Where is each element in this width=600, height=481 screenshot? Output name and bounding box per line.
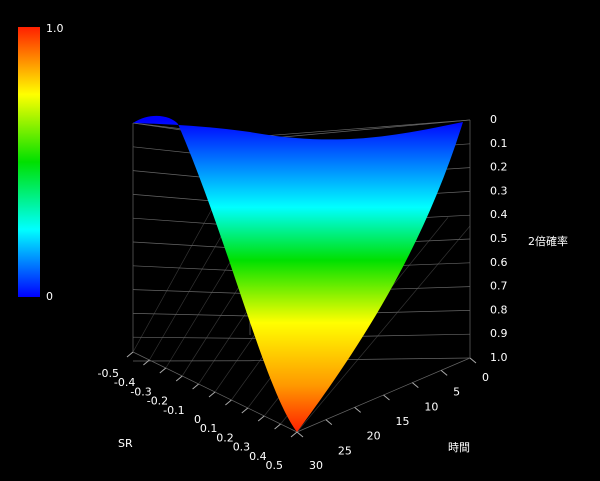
grid-line [249,119,471,138]
grid-line [132,336,251,339]
tick-mark [290,431,298,438]
tick-mark [175,375,183,382]
x-tick-label: 0.2 [216,431,234,444]
z-tick-label: 0.1 [490,137,508,150]
x-tick-label: -0.4 [114,376,135,389]
grid-line [132,289,251,294]
x-axis-label: SR [118,437,133,450]
grid-line [132,313,251,317]
y-tick-label: 5 [453,386,460,399]
tick-mark [192,383,199,390]
z-tick-label: 0.5 [490,232,508,245]
y-tick-label: 0 [482,371,489,384]
z-tick-label: 0.4 [490,208,508,221]
tick-mark [274,423,281,430]
y-tick-label: 30 [309,459,323,472]
tick-mark [257,415,265,422]
colorbar-label: 1.0 [46,22,64,35]
tick-mark [159,367,167,374]
x-tick-label: -0.3 [130,385,151,398]
tick-mark [469,357,477,364]
tick-mark [225,399,232,406]
y-tick-label: 15 [396,415,410,428]
x-tick-label: 0.4 [249,450,267,463]
x-tick-label: -0.1 [163,404,184,417]
tick-mark [383,394,390,401]
y-tick-label: 20 [367,430,381,443]
tick-mark [440,369,448,376]
z-tick-label: 0.7 [490,280,508,293]
x-tick-label: -0.5 [98,367,119,380]
x-tick-label: -0.2 [147,395,168,408]
x-tick-label: 0.5 [266,459,284,472]
y-tick-label: 10 [424,400,438,413]
x-tick-label: 0.1 [200,422,218,435]
z-tick-label: 0.9 [490,327,508,340]
z-tick-label: 0.8 [490,303,508,316]
y-axis-label: 時間 [448,441,470,454]
tick-mark [354,406,361,413]
colorbar [18,27,40,297]
tick-mark [208,391,216,398]
y-tick-label: 25 [338,444,352,457]
tick-mark [325,419,333,426]
z-tick-label: 0.3 [490,184,508,197]
tick-mark [412,382,419,389]
surface [133,115,463,433]
x-tick-label: 0.3 [233,441,251,454]
z-tick-label: 1.0 [490,351,508,364]
tick-mark [241,407,249,414]
z-tick-label: 0.2 [490,161,508,174]
tick-mark [143,359,150,366]
tick-mark [126,351,134,358]
box-edge [249,119,471,141]
z-tick-label: 0 [490,113,497,126]
z-tick-label: 0.6 [490,256,508,269]
grid-line [132,265,251,272]
x-tick-label: 0 [194,413,201,426]
grid-line [296,225,471,433]
z-axis-label: 2倍確率 [528,234,568,248]
tick-mark [296,431,304,438]
colorbar-label: 0 [46,290,53,303]
